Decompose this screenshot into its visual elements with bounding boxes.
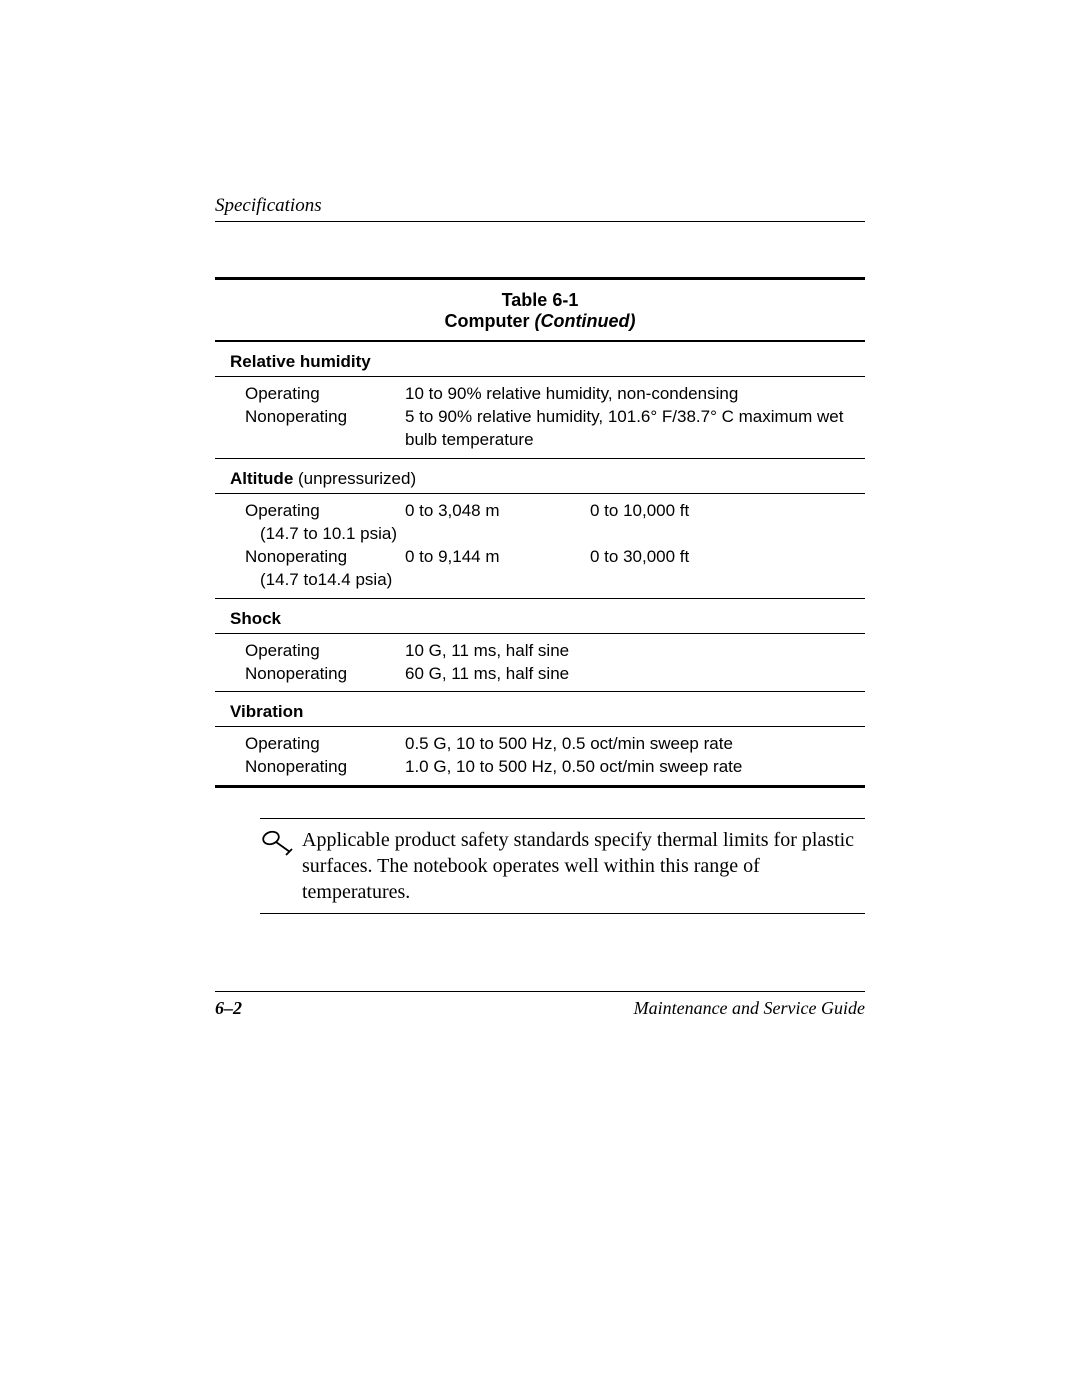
table-row: Nonoperating 60 G, 11 ms, half sine <box>215 663 865 686</box>
row-value: 60 G, 11 ms, half sine <box>405 663 865 686</box>
row-label: Operating <box>245 500 405 523</box>
note-icon <box>260 827 294 862</box>
table-row: Operating 0.5 G, 10 to 500 Hz, 0.5 oct/m… <box>215 733 865 756</box>
guide-title: Maintenance and Service Guide <box>634 998 865 1019</box>
page-footer: 6–2 Maintenance and Service Guide <box>215 991 865 1019</box>
table-row: Nonoperating 5 to 90% relative humidity,… <box>215 406 865 452</box>
row-value: 5 to 90% relative humidity, 101.6° F/38.… <box>405 406 865 452</box>
section-header-vibration: Vibration <box>215 692 865 727</box>
table-row: (14.7 to14.4 psia) <box>215 569 865 592</box>
row-label: Nonoperating <box>245 546 405 569</box>
table-name-row: Computer (Continued) <box>215 311 865 332</box>
row-value: 1.0 G, 10 to 500 Hz, 0.50 oct/min sweep … <box>405 756 865 779</box>
row-label: Nonoperating <box>245 406 405 452</box>
altitude-label-extra: (unpressurized) <box>293 469 416 488</box>
row-value: 10 to 90% relative humidity, non-condens… <box>405 383 865 406</box>
altitude-label: Altitude <box>230 469 293 488</box>
row-label: Operating <box>245 733 405 756</box>
row-sublabel: (14.7 to 10.1 psia) <box>245 523 405 546</box>
spec-table: Table 6-1 Computer (Continued) Relative … <box>215 277 865 788</box>
row-col2: 0 to 9,144 m <box>405 546 590 569</box>
row-label: Nonoperating <box>245 756 405 779</box>
humidity-rows: Operating 10 to 90% relative humidity, n… <box>215 377 865 459</box>
table-number: Table 6-1 <box>215 290 865 311</box>
row-label: Operating <box>245 640 405 663</box>
row-label: Operating <box>245 383 405 406</box>
table-row: Operating 10 to 90% relative humidity, n… <box>215 383 865 406</box>
row-col2: 0 to 3,048 m <box>405 500 590 523</box>
table-name: Computer <box>445 311 530 331</box>
section-title: Specifications <box>215 195 322 216</box>
table-row: Nonoperating 1.0 G, 10 to 500 Hz, 0.50 o… <box>215 756 865 779</box>
note-block: Applicable product safety standards spec… <box>260 818 865 914</box>
table-row: Operating 10 G, 11 ms, half sine <box>215 640 865 663</box>
section-header-humidity: Relative humidity <box>215 342 865 377</box>
row-value: 10 G, 11 ms, half sine <box>405 640 865 663</box>
note-text: Applicable product safety standards spec… <box>302 827 865 905</box>
section-header-altitude: Altitude (unpressurized) <box>215 459 865 494</box>
vibration-rows: Operating 0.5 G, 10 to 500 Hz, 0.5 oct/m… <box>215 727 865 788</box>
row-label: Nonoperating <box>245 663 405 686</box>
table-row: (14.7 to 10.1 psia) <box>215 523 865 546</box>
section-header-shock: Shock <box>215 599 865 634</box>
row-col3: 0 to 10,000 ft <box>590 500 865 523</box>
shock-label: Shock <box>230 609 281 628</box>
table-title: Table 6-1 Computer (Continued) <box>215 280 865 342</box>
row-col3: 0 to 30,000 ft <box>590 546 865 569</box>
row-sublabel: (14.7 to14.4 psia) <box>245 569 405 592</box>
altitude-rows: Operating 0 to 3,048 m 0 to 10,000 ft (1… <box>215 494 865 599</box>
document-page: Specifications Table 6-1 Computer (Conti… <box>0 0 1080 1397</box>
page-header: Specifications <box>215 195 865 222</box>
table-row: Nonoperating 0 to 9,144 m 0 to 30,000 ft <box>215 546 865 569</box>
row-value: 0.5 G, 10 to 500 Hz, 0.5 oct/min sweep r… <box>405 733 865 756</box>
shock-rows: Operating 10 G, 11 ms, half sine Nonoper… <box>215 634 865 693</box>
table-row: Operating 0 to 3,048 m 0 to 10,000 ft <box>215 500 865 523</box>
table-continued: (Continued) <box>530 311 636 331</box>
vibration-label: Vibration <box>230 702 303 721</box>
humidity-label: Relative humidity <box>230 352 371 371</box>
page-number: 6–2 <box>215 998 242 1019</box>
